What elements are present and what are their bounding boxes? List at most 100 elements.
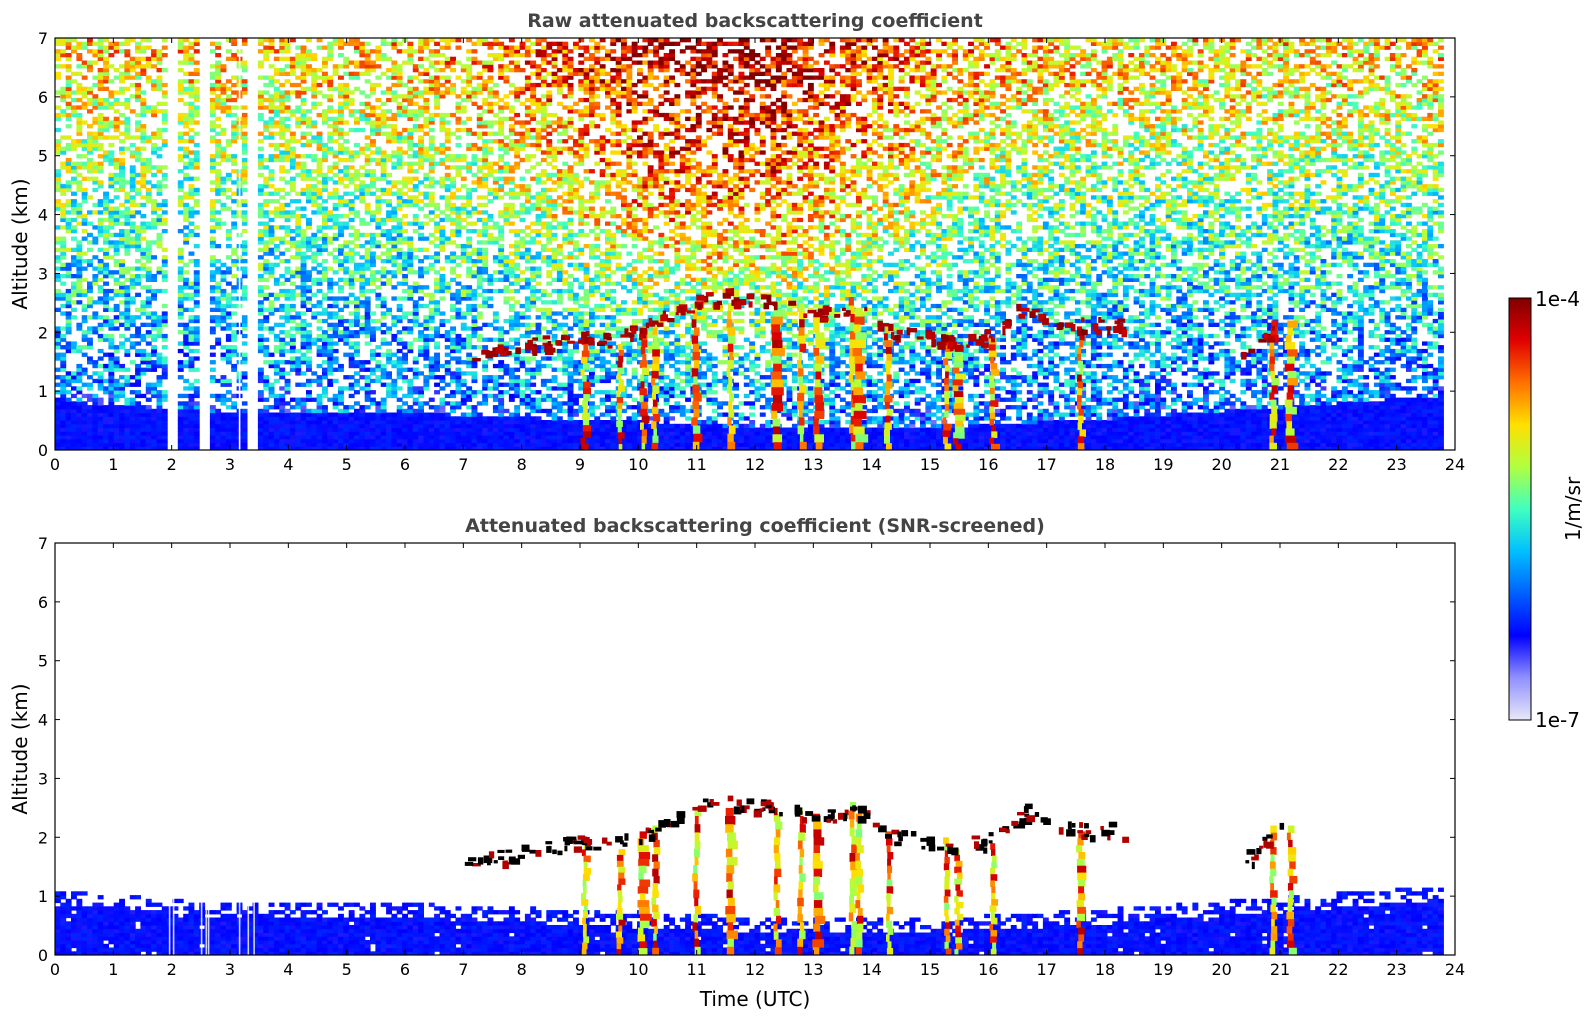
backscatter-cell (460, 337, 467, 342)
backscatter-cell (209, 255, 216, 260)
backscatter-cell (423, 150, 430, 155)
backscatter-cell (386, 139, 392, 144)
backscatter-cell (231, 214, 238, 219)
backscatter-cell (418, 442, 424, 447)
backscatter-cell (428, 375, 435, 380)
backscatter-cell (103, 431, 109, 436)
backscatter-cell (343, 318, 350, 324)
backscatter-cell (364, 120, 371, 125)
backscatter-cell (306, 217, 312, 223)
backscatter-cell (364, 116, 371, 121)
backscatter-cell (135, 120, 141, 125)
backscatter-cell (460, 120, 467, 125)
backscatter-cell (434, 255, 440, 260)
backscatter-cell (311, 435, 318, 440)
backscatter-cell (97, 79, 104, 84)
backscatter-cell (156, 333, 163, 339)
backscatter-cell (455, 371, 462, 376)
backscatter-cell (327, 116, 334, 121)
backscatter-cell (268, 75, 275, 80)
backscatter-cell (135, 416, 141, 421)
backscatter-cell (60, 390, 67, 395)
backscatter-cell (215, 142, 222, 148)
backscatter-cell (295, 116, 302, 121)
backscatter-cell (332, 255, 339, 260)
backscatter-cell (460, 225, 467, 230)
backscatter-cell (183, 352, 190, 357)
backscatter-cell (359, 292, 366, 297)
backscatter-cell (364, 288, 371, 294)
backscatter-cell (97, 300, 104, 305)
backscatter-cell (311, 303, 318, 309)
backscatter-cell (65, 423, 72, 429)
backscatter-cell (140, 360, 147, 365)
backscatter-cell (396, 202, 403, 208)
backscatter-cell (81, 165, 88, 170)
backscatter-cell (161, 38, 168, 43)
backscatter-cell (289, 184, 296, 189)
backscatter-cell (354, 423, 360, 429)
backscatter-cell (460, 176, 467, 181)
backscatter-cell (241, 165, 248, 170)
backscatter-cell (482, 393, 489, 399)
backscatter-cell (188, 330, 195, 335)
backscatter-cell (364, 435, 371, 440)
backscatter-cell (364, 427, 371, 432)
backscatter-cell (60, 397, 67, 402)
backscatter-cell (322, 423, 328, 429)
backscatter-cell (354, 187, 360, 193)
backscatter-cell (119, 86, 125, 91)
backscatter-cell (466, 195, 473, 200)
backscatter-cell (273, 225, 280, 230)
backscatter-cell (220, 187, 227, 193)
backscatter-cell (161, 322, 168, 327)
backscatter-cell (423, 172, 430, 178)
backscatter-cell (348, 75, 355, 80)
backscatter-cell (338, 116, 344, 121)
backscatter-cell (65, 412, 72, 417)
backscatter-cell (124, 244, 131, 249)
backscatter-cell (450, 176, 456, 181)
backscatter-cell (434, 53, 440, 58)
backscatter-cell (370, 390, 376, 395)
backscatter-cell (145, 225, 152, 230)
backscatter-cell (124, 120, 131, 125)
backscatter-cell (183, 307, 190, 312)
backscatter-cell (65, 161, 72, 166)
backscatter-cell (103, 442, 109, 447)
backscatter-cell (55, 176, 61, 181)
backscatter-cell (444, 236, 451, 241)
backscatter-cell (87, 397, 93, 402)
backscatter-cell (460, 345, 467, 350)
backscatter-cell (354, 71, 360, 76)
backscatter-cell (220, 352, 227, 357)
backscatter-cell (327, 303, 334, 309)
backscatter-cell (177, 348, 184, 354)
backscatter-cell (375, 49, 382, 54)
backscatter-cell (209, 259, 216, 264)
backscatter-cell (140, 176, 147, 181)
backscatter-cell (103, 423, 109, 429)
backscatter-cell (81, 438, 88, 444)
backscatter-cell (76, 247, 83, 252)
backscatter-cell (487, 236, 494, 241)
backscatter-cell (434, 180, 440, 185)
backscatter-cell (407, 41, 414, 46)
backscatter-cell (188, 139, 195, 144)
backscatter-cell (428, 154, 435, 159)
backscatter-cell (306, 68, 312, 73)
backscatter-cell (71, 431, 77, 436)
backscatter-cell (231, 446, 238, 450)
backscatter-cell (55, 116, 61, 121)
backscatter-cell (338, 423, 344, 429)
backscatter-cell (364, 221, 371, 226)
backscatter-cell (482, 221, 489, 226)
backscatter-cell (273, 146, 280, 151)
backscatter-cell (487, 423, 494, 429)
backscatter-cell (241, 382, 248, 387)
backscatter-cell (428, 307, 435, 312)
backscatter-cell (71, 259, 77, 264)
backscatter-cell (402, 176, 408, 181)
backscatter-cell (135, 352, 141, 357)
backscatter-cell (263, 345, 270, 350)
